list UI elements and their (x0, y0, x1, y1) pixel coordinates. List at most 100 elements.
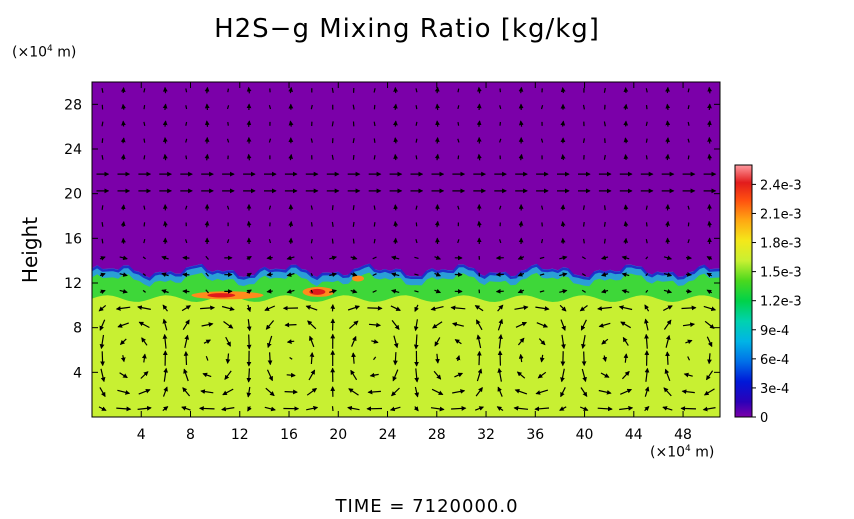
wind-vector (414, 290, 419, 293)
wind-vector (623, 237, 629, 244)
wind-vector (645, 105, 648, 110)
wind-vector (246, 334, 252, 350)
wind-vector (226, 138, 230, 143)
wind-vector (687, 356, 691, 361)
wind-vector (182, 255, 190, 261)
wind-vector (601, 255, 609, 260)
wind-vector (181, 305, 191, 312)
wind-vector (226, 205, 230, 210)
wind-vector (120, 355, 126, 363)
wind-vector (477, 220, 482, 228)
wind-vector (518, 120, 524, 127)
wind-vector (393, 204, 399, 211)
wind-vector (476, 350, 482, 366)
wind-vector (182, 319, 190, 331)
wind-vector (681, 305, 697, 311)
wind-vector (518, 153, 524, 161)
wind-vector (559, 289, 568, 294)
wind-vector (121, 103, 126, 110)
wind-vector (452, 322, 464, 327)
wind-vector (601, 272, 609, 277)
wind-vector (373, 88, 376, 93)
wind-vector (288, 86, 294, 94)
wind-vector (306, 388, 318, 396)
wind-vector (268, 105, 272, 110)
wind-vector (288, 153, 294, 161)
wind-vector (601, 338, 609, 345)
wind-vector (266, 369, 273, 382)
wind-vector (284, 389, 298, 395)
wind-vector (603, 238, 606, 244)
wind-vector (367, 389, 381, 395)
wind-vector (457, 105, 460, 110)
colorbar-tick-label: 1.8e-3 (760, 237, 802, 252)
wind-vector (390, 305, 401, 311)
wind-vector (372, 289, 377, 293)
wind-vector (561, 334, 566, 350)
wind-vector (351, 335, 357, 347)
wind-vector (497, 367, 503, 382)
wind-vector (704, 320, 715, 329)
wind-vector (372, 273, 377, 277)
wind-vector (200, 305, 215, 311)
wind-vector (223, 321, 234, 329)
wind-vector (600, 372, 610, 378)
wind-vector (581, 334, 586, 349)
y-tick-label: 28 (64, 97, 82, 113)
wind-vector (581, 256, 586, 260)
y-tick-label: 12 (64, 276, 82, 292)
wind-vector (350, 255, 358, 260)
wind-vector (142, 289, 146, 293)
colorbar-gradient (734, 164, 753, 418)
wind-vector (434, 337, 441, 347)
wind-vector (120, 137, 126, 144)
wind-vector (457, 138, 460, 143)
wind-vector (645, 238, 648, 244)
wind-vector (352, 104, 355, 110)
wind-vector (309, 352, 315, 365)
wind-vector (499, 205, 502, 210)
wind-vector (141, 353, 147, 363)
wind-vector (687, 155, 690, 160)
wind-vector (246, 153, 252, 161)
wind-vector (434, 255, 442, 260)
wind-vector (389, 406, 401, 412)
wind-vector (306, 405, 319, 411)
wind-vector (99, 387, 106, 398)
wind-vector (475, 386, 483, 397)
wind-vector (621, 370, 630, 380)
wind-vector (185, 88, 188, 93)
wind-vector (534, 406, 550, 412)
wind-vector (618, 305, 633, 311)
wind-vector (185, 138, 188, 143)
wind-vector (143, 222, 146, 227)
wind-vector (310, 205, 313, 210)
wind-vector (117, 389, 131, 395)
wind-vector (499, 105, 502, 110)
wind-vector (367, 305, 383, 311)
wind-vector (116, 406, 132, 412)
wind-vector (537, 371, 547, 379)
wind-vector (305, 305, 318, 311)
wind-vector (603, 87, 606, 93)
y-tick-label: 24 (64, 142, 82, 158)
wind-vector (559, 406, 567, 411)
wind-vector (583, 222, 585, 227)
wind-vector (163, 220, 168, 228)
hotspot-3 (351, 275, 364, 282)
wind-vector (454, 339, 462, 345)
wind-vector (560, 120, 566, 127)
wind-vector (331, 406, 334, 412)
wind-vector (101, 205, 104, 210)
hotspot-2-core (309, 288, 326, 295)
wind-vector (663, 272, 673, 277)
wind-vector (665, 334, 671, 348)
wind-vector (435, 353, 440, 364)
wind-vector (581, 289, 586, 293)
wind-vector (644, 304, 650, 312)
wind-vector (707, 153, 713, 161)
wind-vector (475, 319, 483, 331)
wind-vector (373, 205, 376, 210)
wind-vector (499, 138, 502, 143)
wind-vector (350, 288, 358, 294)
